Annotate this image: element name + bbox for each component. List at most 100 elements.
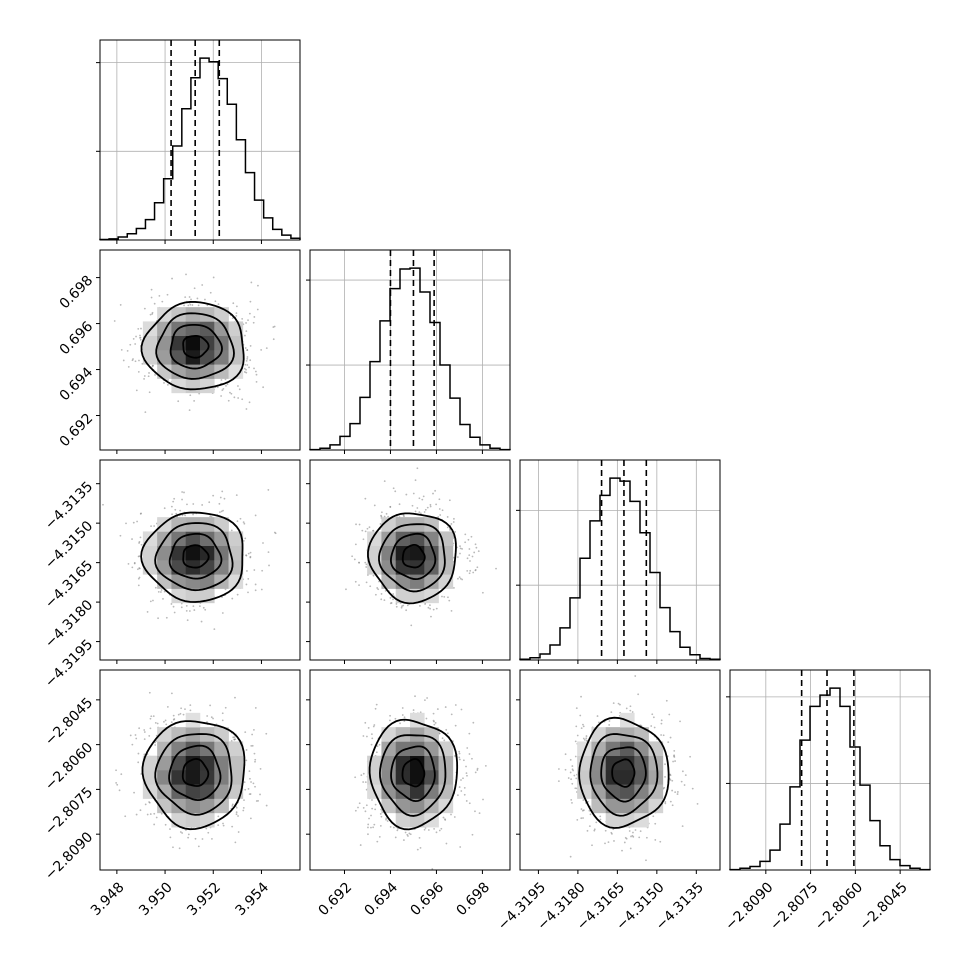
sample-point bbox=[237, 397, 240, 399]
sample-point bbox=[197, 845, 200, 848]
sample-point bbox=[378, 743, 381, 746]
sample-point bbox=[423, 828, 426, 831]
sample-point bbox=[245, 322, 247, 324]
density-cell bbox=[228, 364, 244, 379]
sample-point bbox=[251, 733, 254, 736]
contour-level-2 bbox=[378, 523, 446, 593]
sample-point bbox=[173, 497, 176, 500]
sample-point bbox=[585, 739, 588, 742]
sample-point bbox=[236, 520, 239, 523]
sample-point bbox=[368, 817, 370, 820]
density-cell bbox=[185, 545, 201, 561]
sample-point bbox=[624, 836, 627, 839]
y-tick-label: 0.696 bbox=[57, 318, 97, 358]
density-cell bbox=[395, 755, 411, 771]
sample-point bbox=[222, 388, 225, 390]
sample-point bbox=[481, 591, 484, 594]
sample-point bbox=[385, 817, 388, 820]
sample-point bbox=[370, 814, 372, 817]
sample-point bbox=[458, 576, 461, 579]
contour-level-0 bbox=[401, 543, 426, 569]
hist-panel-1 bbox=[306, 249, 511, 454]
sample-point bbox=[631, 711, 634, 713]
sample-point bbox=[663, 786, 666, 789]
sample-point bbox=[582, 799, 585, 801]
sample-point bbox=[405, 493, 408, 496]
sample-point bbox=[570, 778, 573, 781]
x-tick-label: 3.952 bbox=[184, 879, 224, 919]
sample-point bbox=[252, 782, 255, 785]
sample-point bbox=[232, 302, 235, 305]
sample-point bbox=[249, 300, 252, 303]
sample-point bbox=[209, 515, 212, 518]
sample-point bbox=[471, 757, 473, 760]
sample-point bbox=[186, 503, 188, 506]
contour-level-2 bbox=[154, 733, 233, 816]
sample-point bbox=[406, 604, 409, 607]
sample-point bbox=[461, 578, 464, 581]
contour-level-3 bbox=[578, 716, 670, 829]
sample-point bbox=[604, 842, 606, 845]
axes-border bbox=[309, 669, 511, 871]
sample-point bbox=[569, 855, 572, 858]
sample-point bbox=[441, 595, 443, 598]
sample-point bbox=[265, 804, 268, 807]
sample-point bbox=[373, 504, 376, 507]
sample-point bbox=[482, 798, 484, 801]
density-cell bbox=[157, 770, 172, 785]
sample-point bbox=[376, 745, 379, 748]
sample-point bbox=[596, 715, 599, 717]
sample-point bbox=[654, 839, 657, 841]
sample-point bbox=[262, 386, 265, 389]
sample-point bbox=[183, 491, 185, 494]
sample-point bbox=[674, 791, 677, 794]
sample-point bbox=[448, 499, 451, 502]
sample-point bbox=[137, 577, 140, 580]
sample-point bbox=[409, 833, 412, 836]
sample-point bbox=[672, 760, 675, 763]
sample-point bbox=[160, 589, 163, 591]
sample-point bbox=[181, 498, 183, 501]
y-tick-label: 0.698 bbox=[57, 273, 97, 313]
sample-point bbox=[249, 551, 252, 554]
density-cell bbox=[200, 350, 215, 365]
x-tick-label: −2.8060 bbox=[812, 879, 866, 933]
sample-point bbox=[424, 603, 427, 605]
sample-point bbox=[669, 773, 672, 776]
sample-point bbox=[237, 385, 239, 387]
sample-point bbox=[574, 787, 577, 790]
sample-point bbox=[593, 829, 596, 832]
sample-point bbox=[149, 727, 152, 730]
sample-point bbox=[235, 305, 238, 308]
sample-point bbox=[143, 753, 146, 756]
sample-point bbox=[628, 830, 631, 832]
sample-point bbox=[135, 737, 138, 740]
sample-point bbox=[495, 567, 497, 570]
sample-point bbox=[374, 707, 377, 710]
sample-point bbox=[126, 349, 129, 352]
sample-point bbox=[468, 548, 471, 550]
sample-point bbox=[572, 769, 575, 772]
sample-point bbox=[387, 515, 390, 518]
sample-point bbox=[140, 327, 142, 330]
histogram-2 bbox=[519, 477, 721, 661]
sample-point bbox=[403, 716, 406, 719]
sample-point bbox=[249, 359, 252, 362]
sample-point bbox=[422, 495, 425, 498]
sample-point bbox=[454, 704, 457, 706]
sample-point bbox=[383, 599, 386, 602]
density-cell bbox=[142, 350, 158, 365]
sample-point bbox=[231, 805, 234, 807]
sample-point bbox=[585, 735, 588, 737]
sample-point bbox=[204, 608, 207, 611]
sample-point bbox=[667, 741, 670, 744]
sample-point bbox=[221, 389, 224, 392]
sample-point bbox=[218, 511, 221, 514]
contour-level-3 bbox=[368, 718, 459, 831]
sample-point bbox=[148, 801, 151, 804]
sample-point bbox=[127, 562, 130, 565]
density-cell bbox=[634, 784, 649, 799]
sample-point bbox=[466, 557, 469, 560]
density-cell bbox=[200, 378, 215, 394]
